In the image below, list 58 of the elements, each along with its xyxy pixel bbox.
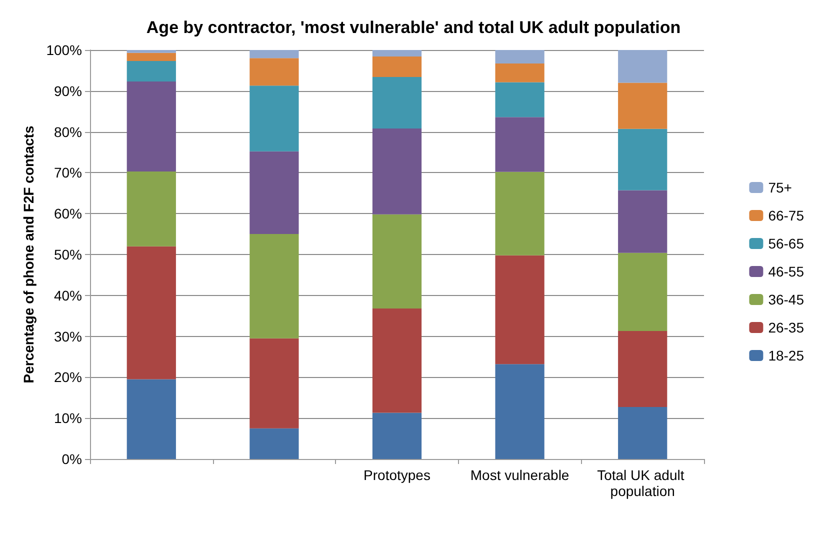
bar (126, 50, 176, 53)
bar (372, 56, 422, 77)
legend-label: 66-75 (768, 208, 804, 224)
bar (372, 214, 422, 308)
bar (618, 50, 668, 83)
bar (250, 428, 299, 459)
y-tick-label: 100% (46, 42, 82, 58)
y-tick-label: 60% (54, 206, 82, 222)
y-tick-label: 70% (54, 164, 82, 181)
bar (372, 128, 422, 214)
y-tick-label: 0% (62, 451, 82, 467)
bar (372, 50, 422, 57)
bar (618, 330, 668, 408)
bar (618, 82, 668, 129)
bar (126, 246, 176, 380)
bar (250, 234, 299, 338)
y-tick-label: 10% (54, 410, 82, 426)
bar (495, 255, 544, 364)
bar (618, 407, 668, 459)
y-tick-label: 80% (54, 124, 82, 140)
bar (372, 308, 422, 413)
bar (126, 52, 176, 62)
legend-label: 36-45 (768, 292, 804, 308)
legend-label: 75+ (768, 180, 792, 196)
x-tick-label: Total UK adult population (597, 467, 688, 499)
bar (126, 171, 176, 246)
bar (250, 338, 299, 428)
y-tick-label: 90% (54, 82, 82, 99)
bar (618, 128, 668, 190)
y-tick-label: 40% (54, 287, 82, 304)
bar (495, 50, 544, 64)
bar (250, 86, 299, 152)
y-tick-label: 50% (54, 246, 82, 262)
y-tick-label: 30% (54, 328, 82, 344)
bar (250, 58, 299, 86)
bar (618, 190, 668, 253)
bar (618, 252, 668, 331)
bar (250, 50, 299, 58)
legend-label: 46-55 (768, 264, 804, 280)
bar (372, 412, 422, 459)
bar (495, 172, 544, 256)
legend-label: 26-35 (768, 320, 804, 336)
bar (250, 151, 299, 234)
bar (126, 81, 176, 172)
chart-title: Age by contractor, 'most vulnerable' and total UK adult population (146, 18, 681, 37)
legend-label: 18-25 (768, 348, 804, 364)
legend-label: 56-65 (768, 236, 804, 252)
bar (495, 82, 544, 118)
y-axis-title: Percentage of phone and F2F contacts (20, 126, 36, 384)
bar (126, 61, 176, 82)
bar (495, 364, 544, 459)
x-tick-label: Most vulnerable (470, 467, 570, 483)
bar (495, 117, 544, 172)
bar (495, 63, 544, 82)
bar (126, 379, 176, 459)
x-tick-label: Prototypes (364, 467, 430, 483)
y-tick-label: 20% (54, 369, 82, 386)
bar (372, 76, 422, 129)
